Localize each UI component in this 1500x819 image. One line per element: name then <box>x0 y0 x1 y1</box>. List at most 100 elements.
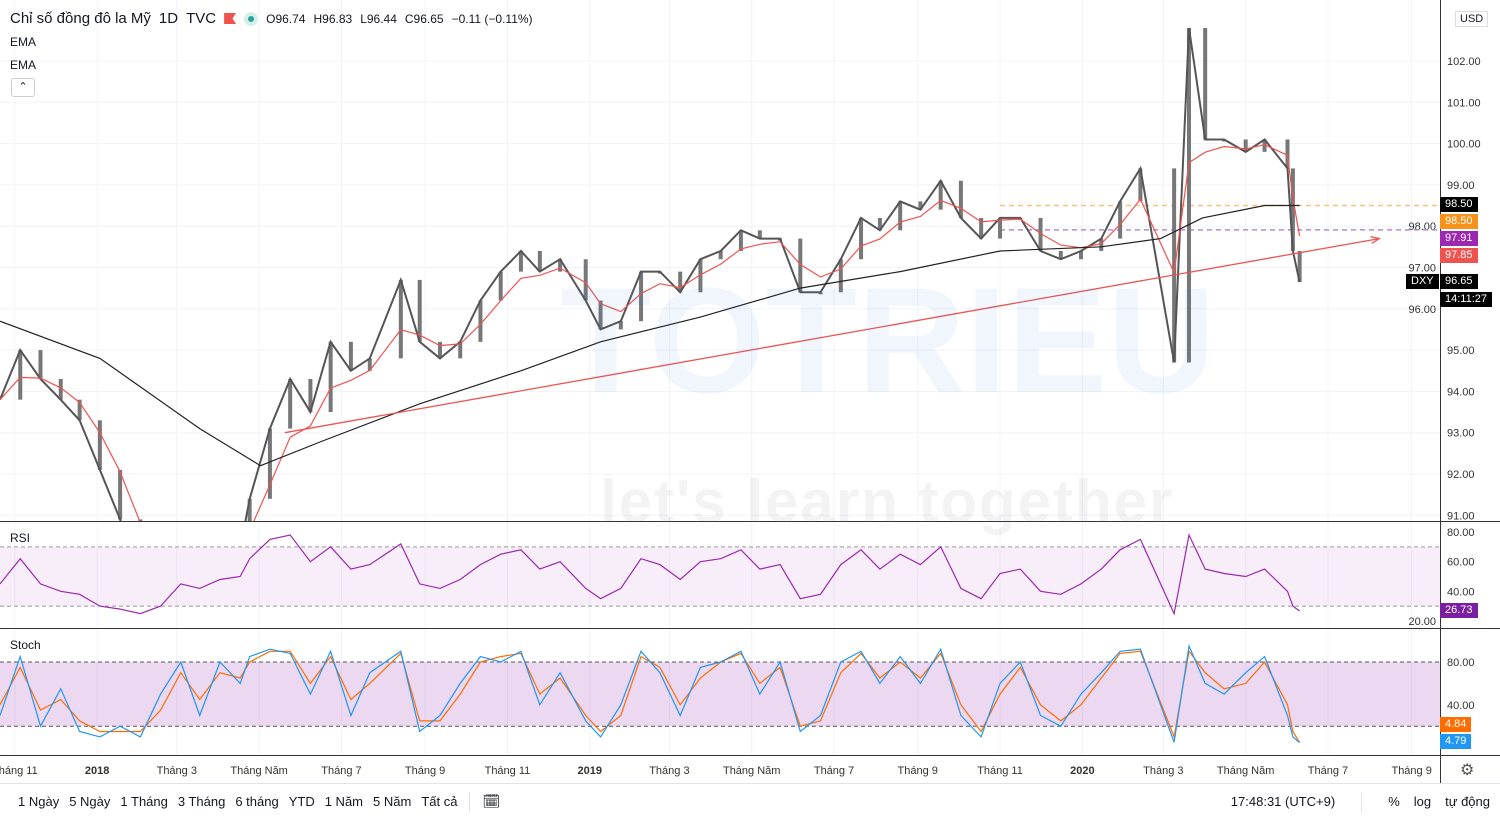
ohlc-open: O96.74 <box>266 11 306 26</box>
range-button[interactable]: 5 Ngày <box>69 794 111 809</box>
time-tick-label: 2019 <box>578 765 602 777</box>
rsi-tick-label: 40.00 <box>1447 586 1475 598</box>
range-button[interactable]: 1 Tháng <box>120 794 168 809</box>
countdown-tag: 14:11:27 <box>1440 292 1493 307</box>
ema-short-line <box>0 144 1301 521</box>
price-tick-label: 93.00 <box>1447 428 1475 440</box>
divider <box>1361 791 1363 812</box>
range-button[interactable]: YTD <box>288 794 315 809</box>
candle <box>1099 238 1104 251</box>
rsi-tick-label: 60.00 <box>1447 557 1475 569</box>
price-series <box>0 27 1301 521</box>
rsi-pane <box>0 533 1300 616</box>
candle <box>898 201 903 231</box>
candle <box>1058 250 1063 260</box>
candle <box>367 358 372 371</box>
time-tick-label: Tháng 9 <box>1391 765 1431 777</box>
candle <box>417 279 422 342</box>
settings-gear-icon[interactable]: ⚙ <box>1460 762 1475 779</box>
stoch-d-line <box>0 649 1301 743</box>
candle <box>537 250 542 272</box>
price-tick-label: 95.00 <box>1447 345 1475 357</box>
price-tag-line-2: 97.91 <box>1440 231 1478 246</box>
stoch-label[interactable]: Stoch <box>10 638 41 652</box>
range-button[interactable]: 1 Ngày <box>18 794 60 809</box>
candle <box>328 341 333 413</box>
candle <box>558 259 563 272</box>
candle <box>583 259 588 301</box>
range-button[interactable]: 6 tháng <box>235 794 279 809</box>
candle <box>618 321 623 330</box>
candle <box>938 180 943 210</box>
rsi-label[interactable]: RSI <box>10 531 31 545</box>
time-tick-label: Tháng 3 <box>157 765 197 777</box>
stoch-pane <box>0 643 1301 743</box>
candle <box>1038 217 1043 251</box>
candle <box>348 341 353 371</box>
candle <box>798 238 803 293</box>
candle <box>77 399 82 421</box>
candle <box>738 230 743 251</box>
interval: 1D <box>158 10 179 27</box>
stoch-tick-label: 80.00 <box>1447 657 1475 669</box>
symbol-title[interactable]: Chỉ số đồng đô la Mỹ <box>10 10 151 27</box>
candle <box>877 217 882 231</box>
candle <box>267 428 272 499</box>
time-tick-label: Tháng 7 <box>814 765 854 777</box>
candle <box>1262 139 1267 152</box>
candle <box>437 341 442 359</box>
candle <box>838 259 843 293</box>
range-button[interactable]: 1 Năm <box>324 794 364 809</box>
candle <box>979 217 984 239</box>
candle <box>998 217 1003 239</box>
range-button[interactable]: 3 Tháng <box>177 794 226 809</box>
time-tick-label: Tháng 11 <box>0 765 38 777</box>
time-tick-label: 2020 <box>1070 765 1094 777</box>
price-tick-label: 94.00 <box>1447 386 1475 398</box>
indicator-ema-1[interactable]: EMA <box>10 35 37 49</box>
ohlc-low: L96.44 <box>360 11 397 26</box>
candle <box>247 498 252 521</box>
candle <box>1118 201 1123 239</box>
ohlc-high: H96.83 <box>313 11 353 26</box>
indicator-ema-2[interactable]: EMA <box>10 58 37 72</box>
stoch-k-line <box>0 643 1300 743</box>
bottom-toolbar: 1 Ngày 5 Ngày 1 Tháng 3 Tháng 6 tháng YTD 1 Nă… <box>0 783 1500 819</box>
candle <box>1172 168 1177 363</box>
range-button[interactable]: 5 Năm <box>373 794 412 809</box>
time-tick-label: Tháng Năm <box>723 765 780 777</box>
clock-time[interactable]: 17:48:31 (UTC+9) <box>1230 794 1336 809</box>
price-tick-label: 91.00 <box>1447 510 1475 522</box>
time-tick-label: Tháng 3 <box>1143 765 1183 777</box>
chevron-up-icon[interactable]: ⌃ <box>11 78 35 97</box>
price-tick-label: 99.00 <box>1447 180 1475 192</box>
time-tick-label: Tháng Năm <box>1217 765 1274 777</box>
watermark-logo: TOTRIEU <box>560 256 1216 424</box>
range-button[interactable]: Tất cả <box>421 794 458 809</box>
time-tick-label: 2018 <box>85 765 109 777</box>
candle <box>138 519 143 521</box>
trend-line <box>284 237 1380 434</box>
symbol-legend: Chỉ số đồng đô la Mỹ 1D TVC O96.74 H96.8… <box>10 10 533 27</box>
ohlc-change: −0.11 (−0.11%) <box>451 11 533 26</box>
price-tick-label: 96.00 <box>1408 304 1436 316</box>
candle <box>1138 168 1143 202</box>
market-status-icon <box>244 11 259 26</box>
flag-icon[interactable] <box>224 13 237 24</box>
ema-long-line <box>0 204 1300 467</box>
percent-toggle[interactable]: % <box>1388 794 1400 809</box>
candle <box>38 350 43 380</box>
auto-scale-toggle[interactable]: tự động <box>1445 794 1490 809</box>
candle <box>718 250 723 260</box>
log-toggle[interactable]: log <box>1413 794 1432 809</box>
chart-canvas[interactable]: 102.00 101.00 100.00 99.00 98.00 97.00 96.00 95… <box>0 0 1500 783</box>
price-tick-label: 92.00 <box>1447 469 1475 481</box>
time-tick-label: Tháng 7 <box>1308 765 1348 777</box>
price-tick-label: 97.00 <box>1408 263 1436 275</box>
price-tick-label: 100.00 <box>1447 139 1481 151</box>
price-tick-label: 98.00 <box>1408 221 1436 233</box>
date-range-icon[interactable]: 🗓 <box>482 793 501 809</box>
rsi-tick-label: 20.00 <box>1408 616 1436 628</box>
candle <box>698 259 703 293</box>
currency-label[interactable]: USD <box>1455 11 1489 27</box>
